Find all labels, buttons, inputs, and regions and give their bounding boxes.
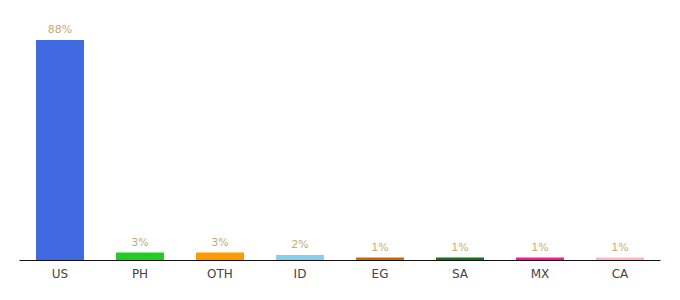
svg-text:3%: 3%: [211, 236, 228, 249]
svg-text:3%: 3%: [131, 236, 148, 249]
svg-text:2%: 2%: [291, 238, 308, 251]
svg-text:CA: CA: [612, 267, 629, 281]
svg-text:88%: 88%: [48, 23, 72, 36]
svg-text:SA: SA: [452, 267, 469, 281]
svg-text:1%: 1%: [531, 241, 548, 254]
svg-text:OTH: OTH: [207, 267, 233, 281]
svg-text:MX: MX: [531, 267, 550, 281]
svg-text:US: US: [52, 267, 68, 281]
svg-text:EG: EG: [372, 267, 389, 281]
svg-text:1%: 1%: [611, 241, 628, 254]
svg-text:PH: PH: [132, 267, 148, 281]
svg-text:1%: 1%: [451, 241, 468, 254]
svg-text:ID: ID: [294, 267, 307, 281]
svg-text:1%: 1%: [371, 241, 388, 254]
